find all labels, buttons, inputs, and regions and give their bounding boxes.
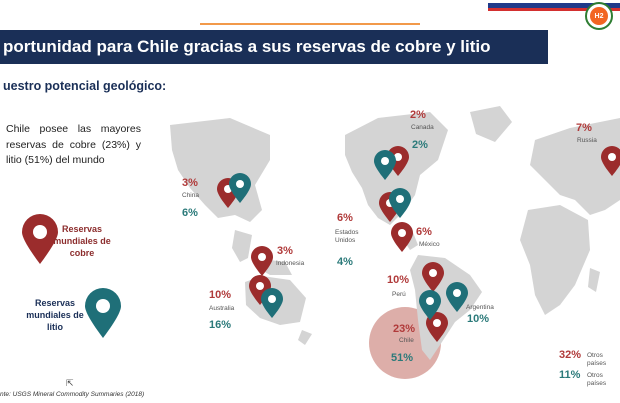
red-accent-stripe <box>488 8 620 11</box>
slide-title: portunidad para Chile gracias a sus rese… <box>0 30 548 64</box>
others-lithium-label: Otros países <box>587 372 607 387</box>
chile-label: Chile <box>399 337 414 344</box>
blue-accent-stripe <box>488 3 620 8</box>
australia-label: Australia <box>209 305 235 312</box>
source-note: nte: USGS Mineral Commodity Summaries (2… <box>0 391 145 398</box>
copper-pin-indonesia-icon <box>251 246 273 276</box>
china-lithium-pct: 6% <box>182 207 198 219</box>
others-lithium-pct: 11% <box>559 369 581 381</box>
intro-text: Chile posee las mayores reservas de cobr… <box>6 123 141 166</box>
argentina-label: Argentina <box>466 304 494 311</box>
peru-label: Perú <box>392 291 406 298</box>
china-copper-pct: 3% <box>182 177 198 189</box>
australia-copper-pct: 10% <box>209 289 232 301</box>
mexico-label: México <box>419 241 440 248</box>
legend-copper-label: Reservas mundiales de cobre <box>53 224 111 258</box>
mexico-copper-pct: 6% <box>416 226 432 238</box>
lithium-pin-chile-icon <box>419 290 441 320</box>
canada-copper-pct: 2% <box>410 109 426 121</box>
lithium-pin-china-icon <box>229 173 251 203</box>
china-label: China <box>182 192 199 199</box>
australia-lithium-pct: 16% <box>209 319 232 331</box>
others-copper-pct: 32% <box>559 349 582 361</box>
lithium-pin-argentina-icon <box>446 282 468 312</box>
chile-lithium-pct: 51% <box>391 352 414 364</box>
canada-label: Canada <box>411 124 434 131</box>
legend-lithium-label: Reservas mundiales de litio <box>26 298 84 332</box>
argentina-lithium-pct: 10% <box>467 313 490 325</box>
copper-pin-russia-icon <box>601 146 620 176</box>
orange-accent-line <box>200 23 420 25</box>
usa-label: Estados Unidos <box>335 229 359 244</box>
peru-copper-pct: 10% <box>387 274 410 286</box>
copper-pin-mexico-icon <box>391 222 413 252</box>
usa-copper-pct: 6% <box>337 212 353 224</box>
legend-lithium-pin-icon <box>85 288 121 338</box>
lithium-pin-canada-icon <box>374 150 396 180</box>
h2-logo-icon: H2 <box>585 2 613 30</box>
legend-copper-pin-icon <box>22 214 58 264</box>
lithium-pin-australia-icon <box>261 288 283 318</box>
chile-copper-pct: 23% <box>393 323 416 335</box>
mouse-cursor-icon: ⇱ <box>66 378 74 388</box>
section-subtitle: uestro potencial geológico: <box>3 79 167 93</box>
others-copper-label: Otros países <box>587 352 607 367</box>
canada-lithium-pct: 2% <box>412 139 428 151</box>
usa-lithium-pct: 4% <box>337 256 353 268</box>
russia-label: Russia <box>577 137 597 144</box>
lithium-pin-usa-icon <box>389 188 411 218</box>
russia-copper-pct: 7% <box>576 122 592 134</box>
copper-pin-peru-icon <box>422 262 444 292</box>
copper-pin-chile-icon <box>426 312 448 342</box>
lithium-pins <box>229 150 468 320</box>
indonesia-label: Indonesia <box>276 260 305 267</box>
indonesia-copper-pct: 3% <box>277 245 293 257</box>
